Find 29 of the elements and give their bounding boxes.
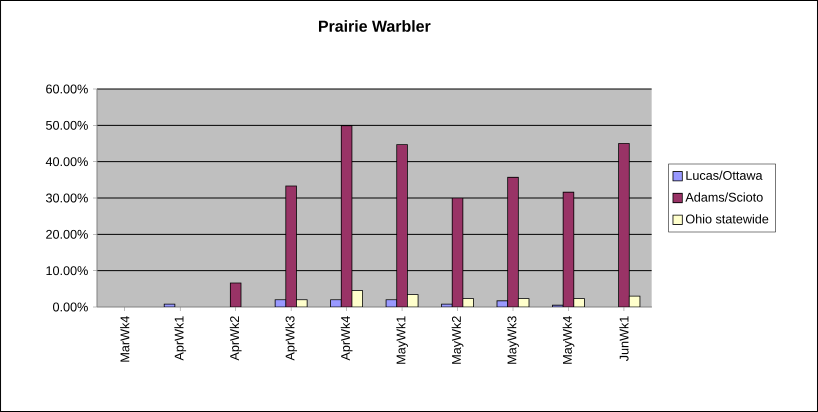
y-tick-label: 50.00% bbox=[46, 120, 88, 130]
bar bbox=[618, 143, 630, 307]
legend-label: Ohio statewide bbox=[686, 214, 768, 224]
bar bbox=[340, 125, 352, 307]
chart-title: Prairie Warbler bbox=[318, 20, 430, 32]
x-tick-label: MayWk2 bbox=[452, 316, 464, 364]
bar bbox=[285, 186, 297, 307]
y-tick-label: 20.00% bbox=[46, 230, 88, 239]
x-tick-label: JunWk1 bbox=[619, 316, 629, 362]
legend-label: Adams/Scioto bbox=[685, 192, 763, 202]
x-tick-label: AprWk1 bbox=[174, 316, 186, 361]
bar bbox=[562, 192, 574, 307]
x-tick-label: MarWk4 bbox=[120, 316, 130, 362]
y-tick-label: 10.00% bbox=[46, 266, 88, 276]
x-tick-label: MayWk4 bbox=[562, 316, 574, 364]
bar bbox=[452, 198, 464, 307]
bar bbox=[507, 176, 519, 307]
x-tick-label: MayWk3 bbox=[507, 316, 519, 364]
x-tick-label: AprWk2 bbox=[230, 316, 242, 361]
bar bbox=[230, 282, 242, 307]
x-tick-label: MayWk1 bbox=[396, 316, 408, 364]
x-tick-label: AprWk3 bbox=[285, 316, 298, 361]
bar bbox=[396, 144, 408, 307]
x-tick-label: AprWk4 bbox=[340, 316, 352, 361]
y-tick-label: 0.00% bbox=[53, 302, 88, 312]
y-tick-label: 60.00% bbox=[46, 84, 88, 94]
y-tick-label: 40.00% bbox=[46, 157, 88, 166]
legend-label: Lucas/Ottawa bbox=[686, 170, 763, 180]
y-tick-label: 30.00% bbox=[46, 194, 88, 202]
